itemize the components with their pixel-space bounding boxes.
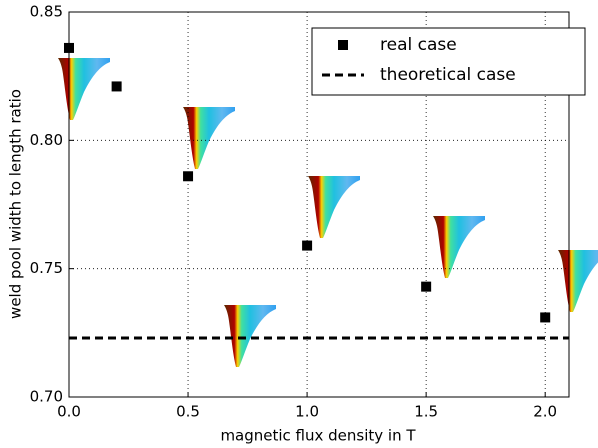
legend-box (311, 27, 586, 96)
legend-swatch (338, 40, 348, 50)
x-axis-label: magnetic flux density in T (220, 427, 416, 445)
x-tick-label: 0.5 (176, 403, 200, 421)
point (302, 240, 313, 251)
y-tick-label: 0.85 (30, 3, 63, 21)
point (111, 81, 122, 92)
point (183, 171, 194, 182)
weld-pool-insets (58, 58, 598, 367)
point (421, 281, 432, 292)
x-tick-label: 1.0 (295, 403, 319, 421)
y-tick-label: 0.80 (30, 131, 63, 149)
point (64, 42, 74, 53)
point (540, 312, 551, 323)
x-tick-label: 1.5 (414, 403, 438, 421)
x-tick-label: 2.0 (533, 403, 557, 421)
y-tick-label: 0.70 (30, 388, 63, 406)
legend-label: theoretical case (380, 65, 516, 85)
x-tick-label: 0.0 (57, 403, 81, 421)
legend: real case theoretical case (311, 27, 586, 96)
y-tick-label: 0.75 (30, 259, 63, 277)
y-axis-label: weld pool width to length ratio (7, 89, 25, 319)
legend-label: real case (380, 35, 457, 55)
